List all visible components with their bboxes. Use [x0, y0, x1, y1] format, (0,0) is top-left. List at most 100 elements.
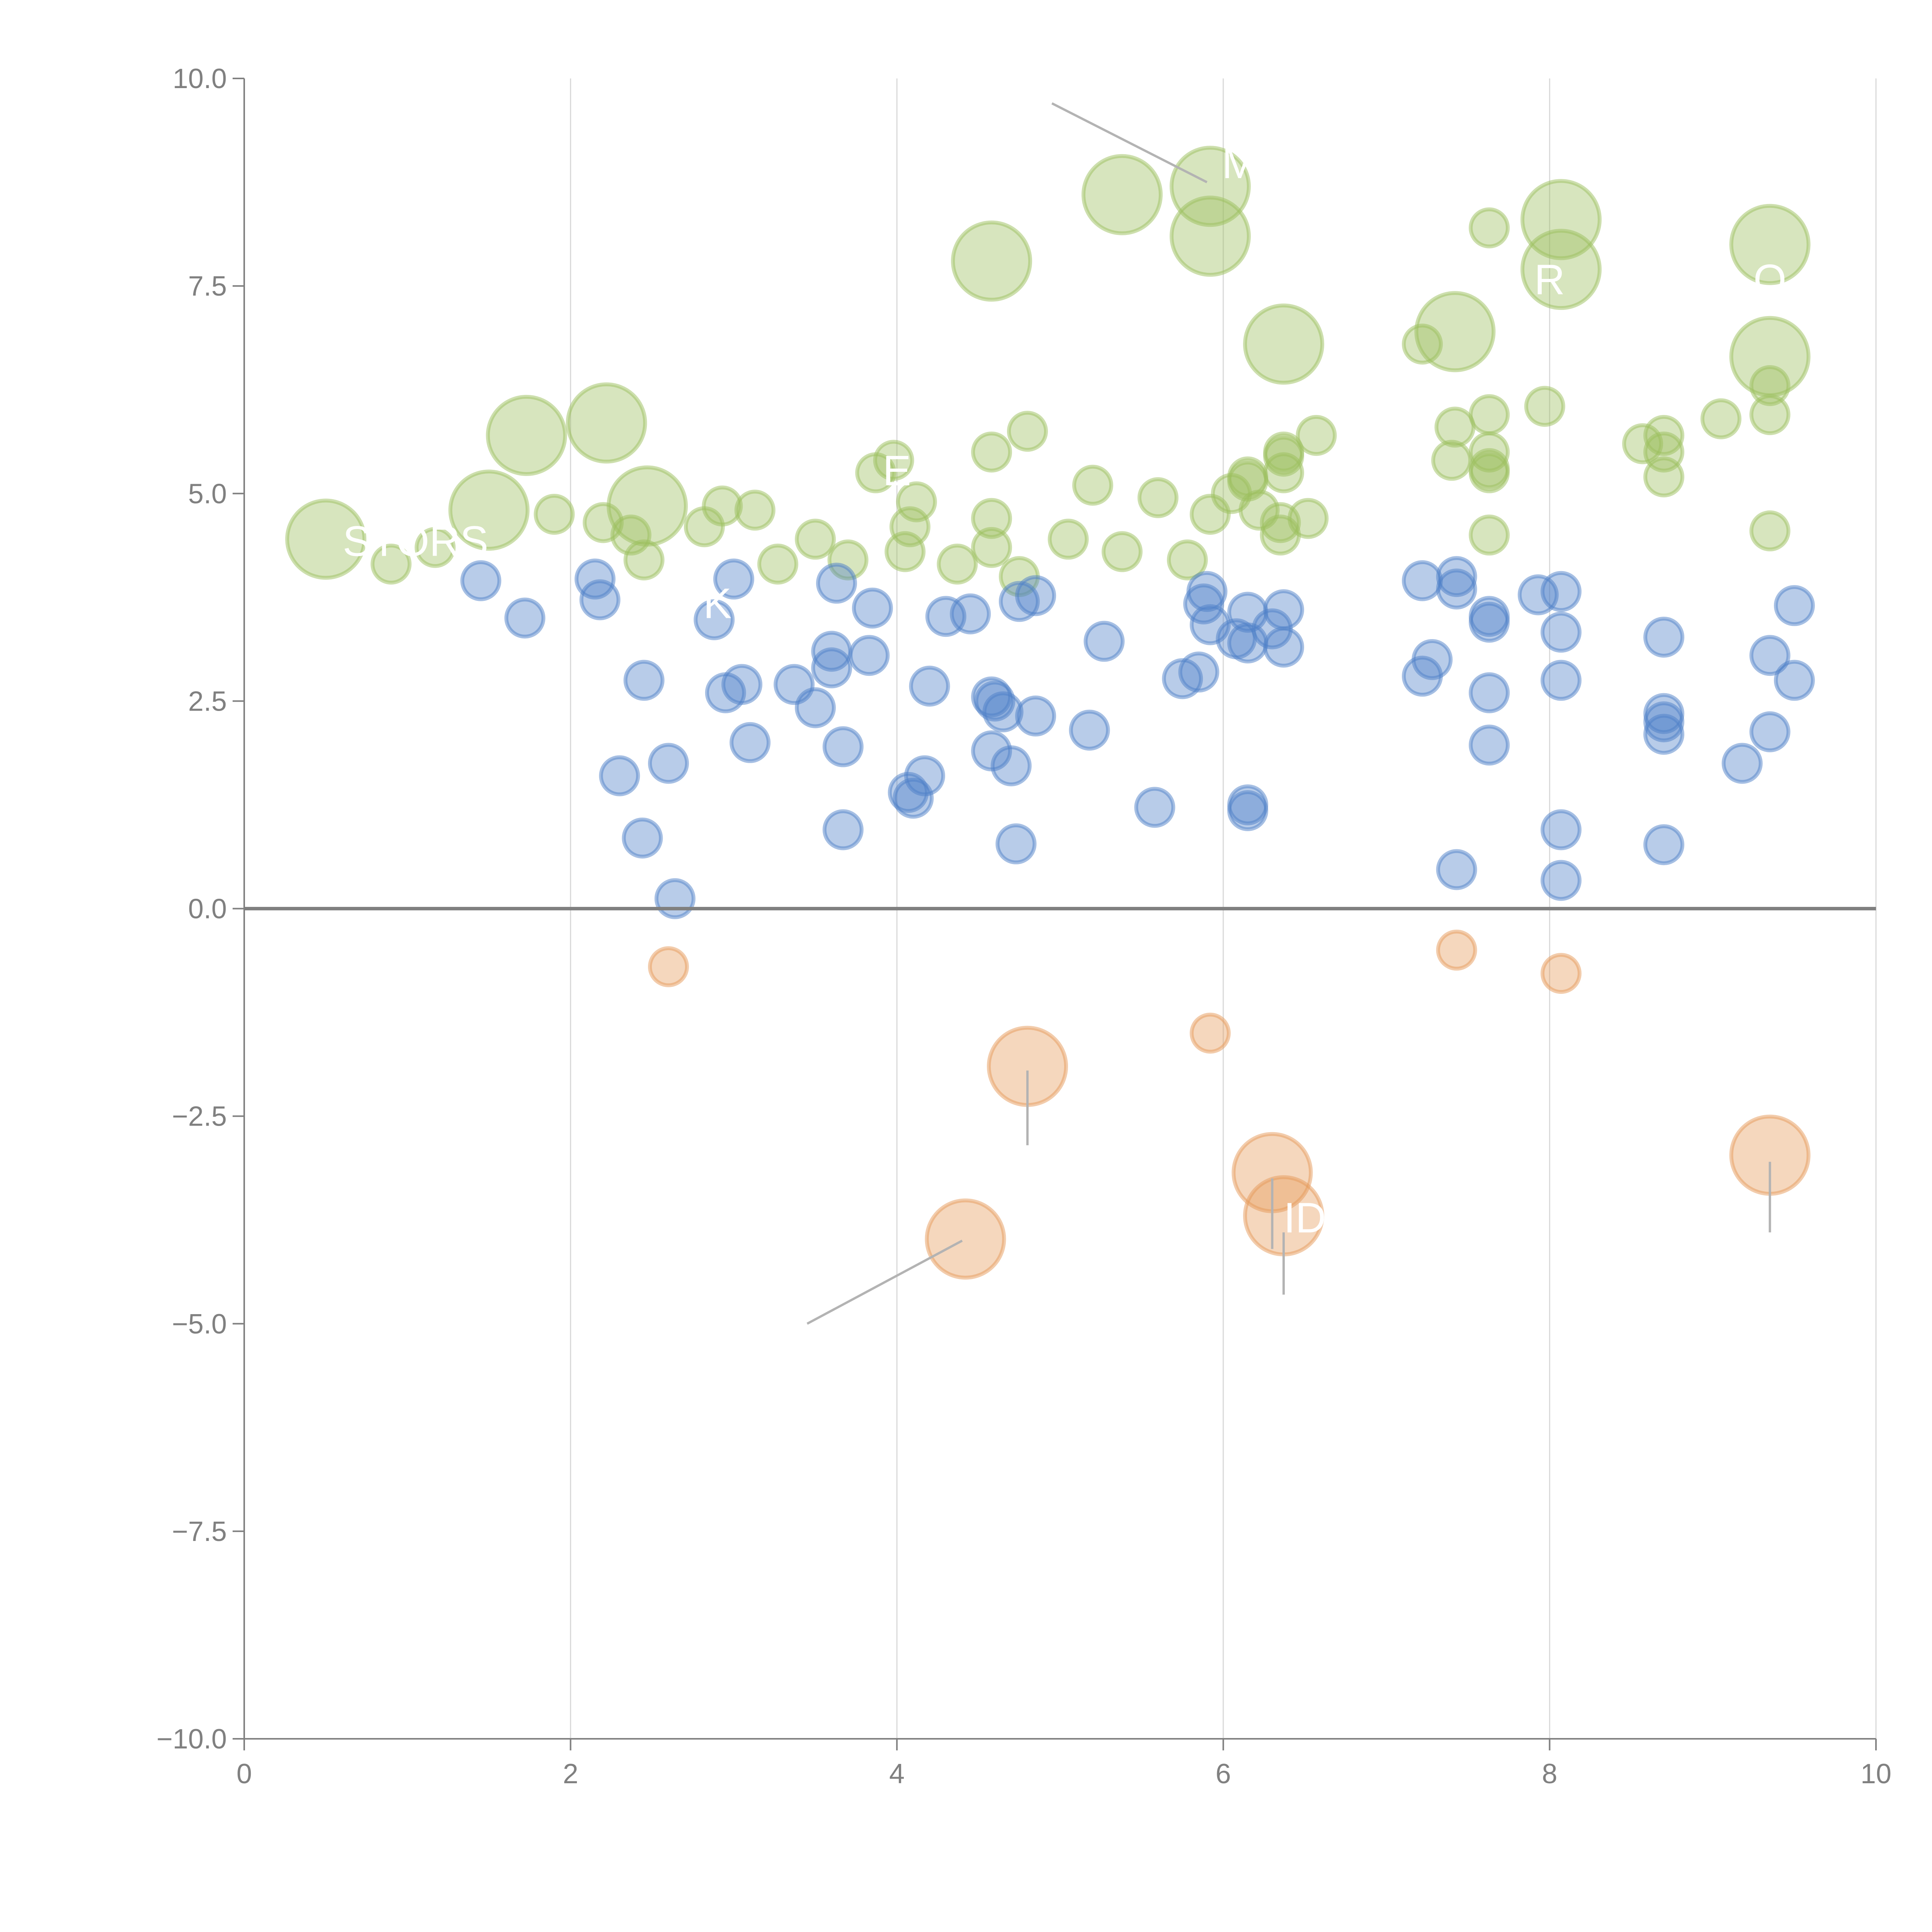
bubble-blue: [852, 587, 893, 629]
bubble-green: [1048, 519, 1089, 560]
point-label: STORS: [343, 517, 488, 565]
bubble-blue: [1469, 672, 1510, 713]
bubble-green: [1469, 394, 1510, 435]
bubble-green: [1263, 452, 1304, 493]
bubble-green: [285, 498, 367, 580]
bubble-green: [1072, 464, 1113, 506]
bubble-orange: [925, 1198, 1006, 1280]
bubble-orange: [1190, 1012, 1231, 1054]
bubble-green: [1101, 531, 1143, 572]
bubble-green: [971, 431, 1012, 473]
bubble-blue: [579, 579, 621, 621]
bubble-blue: [1069, 709, 1110, 751]
bubble-green: [896, 481, 937, 522]
bubble-blue: [1749, 711, 1791, 752]
bubble-blue: [1402, 560, 1443, 601]
bubble-green: [1729, 204, 1811, 285]
bubble-green: [734, 490, 776, 531]
bubble-green: [702, 485, 743, 527]
bubble-green: [566, 382, 647, 464]
bubble-green: [1137, 477, 1179, 518]
x-tick-label: 4: [889, 1759, 905, 1789]
bubble-green: [1263, 431, 1304, 473]
bubble-green: [1749, 510, 1791, 551]
bubble-blue: [1186, 571, 1228, 612]
bubble-green: [486, 395, 567, 476]
bubble-blue: [1540, 860, 1582, 901]
leader-line: [806, 1240, 963, 1325]
bubble-blue: [1436, 568, 1477, 610]
bubble-blue: [1749, 635, 1791, 676]
bubble-green: [623, 539, 665, 581]
bubble-green: [1170, 196, 1251, 277]
bubble-blue: [849, 635, 890, 676]
y-tick-label: 5.0: [188, 478, 227, 509]
bubble-green: [1749, 365, 1791, 406]
bubble-blue: [654, 878, 696, 919]
bubble-blue: [730, 722, 771, 763]
bubble-blue: [1540, 660, 1582, 701]
bubble-blue: [1643, 701, 1685, 743]
x-tick-label: 6: [1216, 1759, 1231, 1789]
y-tick-label: −7.5: [172, 1516, 227, 1547]
bubble-green: [1081, 154, 1163, 235]
bubble-orange: [1436, 929, 1477, 971]
point-label: ID: [1284, 1194, 1326, 1242]
bubble-green: [1520, 229, 1602, 310]
bubble-blue: [904, 755, 945, 796]
bubble-green: [1524, 386, 1565, 427]
bubble-blue: [599, 755, 640, 796]
bubble-green: [1243, 303, 1325, 385]
bubble-green: [1643, 456, 1685, 498]
point-label: K: [703, 580, 731, 628]
bubble-green: [1469, 452, 1510, 493]
bubble-blue: [1412, 639, 1453, 680]
bubble-green: [1007, 411, 1048, 452]
bubble-blue: [1134, 787, 1175, 828]
bubble-green: [889, 506, 930, 548]
bubble-orange: [1540, 953, 1582, 994]
bubble-green: [937, 543, 978, 585]
bubble-blue: [950, 593, 991, 634]
bubble-green: [1469, 431, 1510, 473]
bubble-blue: [694, 599, 735, 640]
y-tick-label: 2.5: [188, 686, 227, 717]
point-labels: STORS K E M R O ID: [343, 140, 1786, 1242]
bubble-blue: [990, 745, 1032, 786]
x-tick-label: 10: [1861, 1759, 1891, 1789]
bubble-green: [1749, 394, 1791, 435]
bubble-green: [1622, 423, 1663, 464]
bubble-green: [827, 539, 869, 581]
bubble-green: [448, 469, 530, 551]
bubble-green: [757, 543, 798, 585]
bubble-blue: [648, 743, 689, 784]
bubble-blue: [1469, 724, 1510, 766]
point-label: R: [1534, 256, 1565, 304]
bubble-orange: [648, 946, 689, 987]
bubble-green: [971, 527, 1012, 568]
bubble-green: [1700, 398, 1742, 439]
bubble-green: [607, 465, 688, 547]
x-tick-label: 0: [236, 1759, 252, 1789]
point-label: O: [1753, 256, 1787, 304]
bubble-blue: [1436, 556, 1477, 597]
bubble-green: [1414, 291, 1496, 372]
bubble-green: [1170, 146, 1251, 227]
bubble-blue: [982, 691, 1024, 733]
bubble-blue: [1721, 743, 1763, 784]
bubble-blue: [816, 563, 857, 604]
bubble-blue: [1540, 571, 1582, 612]
bubble-blue: [622, 817, 663, 859]
bubble-green: [1431, 440, 1473, 481]
bubble-blue: [713, 558, 754, 600]
bubble-green: [1434, 406, 1476, 448]
axes: 10.0 7.5 5.0 2.5 0.0 −2.5 −5.0 −7.5 −10.0 0 2 4 6 8 10: [156, 63, 1891, 1789]
bubble-green: [1296, 415, 1337, 456]
bubble-blue: [1263, 626, 1304, 668]
bubble-blue: [995, 823, 1037, 864]
leader-lines: [806, 102, 1771, 1325]
bubble-green: [1167, 539, 1208, 581]
x-tick-label: 2: [563, 1759, 578, 1789]
bubble-green: [1402, 323, 1443, 365]
